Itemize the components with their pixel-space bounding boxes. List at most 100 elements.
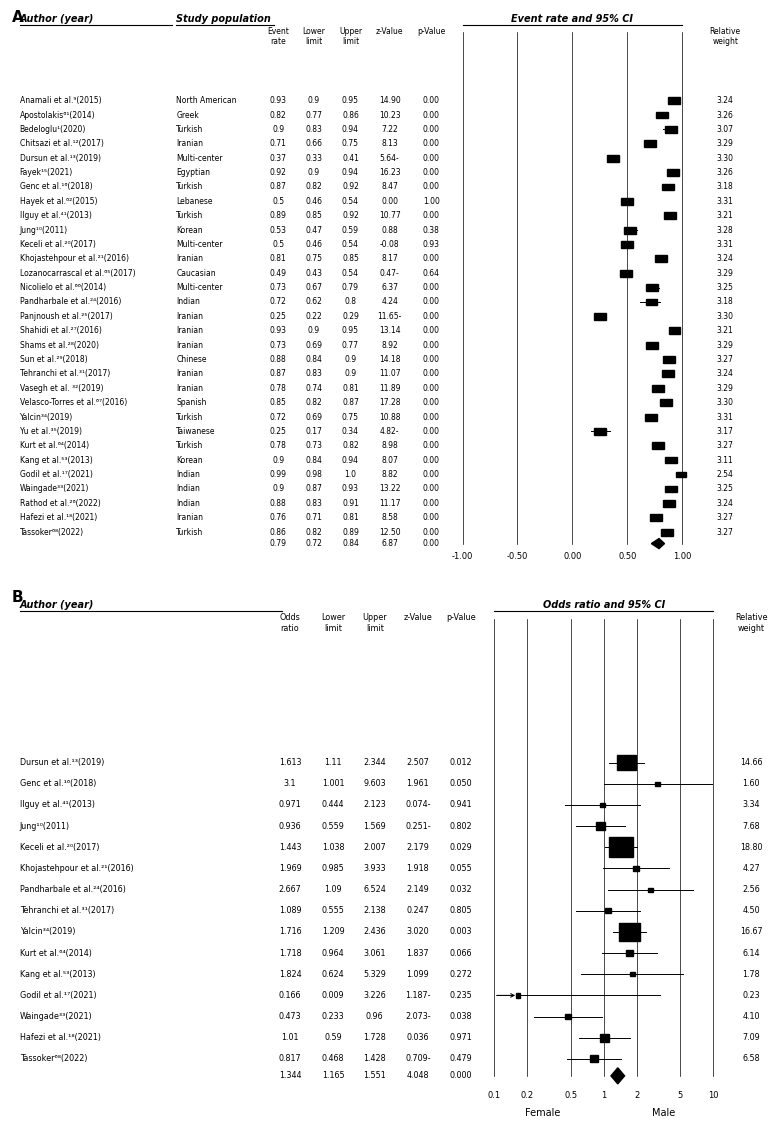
Bar	[666, 126, 677, 133]
Text: 0.83: 0.83	[305, 369, 322, 378]
Text: 3.31: 3.31	[717, 240, 734, 249]
Bar	[621, 198, 633, 205]
Text: 0.00: 0.00	[423, 539, 440, 548]
Text: 1.00: 1.00	[673, 552, 691, 561]
Text: Korean: Korean	[176, 455, 203, 465]
Text: 10: 10	[708, 1091, 719, 1100]
Text: 2.436: 2.436	[364, 928, 386, 937]
Text: 0.71: 0.71	[270, 139, 287, 148]
Text: Tehranchi et al.³¹(2017): Tehranchi et al.³¹(2017)	[20, 369, 110, 378]
Bar	[630, 972, 635, 977]
Text: 1.961: 1.961	[407, 780, 429, 789]
Text: Iranian: Iranian	[176, 369, 203, 378]
Text: 3.27: 3.27	[717, 355, 734, 364]
Text: 3.30: 3.30	[717, 312, 734, 321]
Text: Hafezi et al.¹⁸(2021): Hafezi et al.¹⁸(2021)	[20, 513, 97, 522]
Text: 0.41: 0.41	[342, 154, 359, 163]
Text: Shahidi et al.²⁷(2016): Shahidi et al.²⁷(2016)	[20, 326, 101, 335]
Bar	[621, 241, 633, 248]
Text: A: A	[12, 10, 24, 25]
Text: 13.14: 13.14	[379, 326, 401, 335]
Text: 0.82: 0.82	[305, 398, 322, 407]
Text: Indian: Indian	[176, 485, 200, 494]
Text: 8.47: 8.47	[381, 182, 398, 191]
Text: 3.26: 3.26	[717, 168, 734, 177]
Text: 0.46: 0.46	[305, 240, 322, 249]
Text: 0.055: 0.055	[449, 864, 473, 872]
Text: 0.624: 0.624	[322, 970, 344, 979]
Text: 0.74: 0.74	[305, 384, 322, 393]
Text: 0.00: 0.00	[423, 398, 440, 407]
Text: 0.00: 0.00	[423, 499, 440, 508]
Text: 3.30: 3.30	[717, 398, 734, 407]
Text: 0.00: 0.00	[423, 369, 440, 378]
Text: 2.123: 2.123	[363, 800, 387, 809]
Bar	[665, 486, 677, 493]
Text: 0.84: 0.84	[305, 455, 322, 465]
Text: 3.21: 3.21	[717, 326, 734, 335]
Text: 0.33: 0.33	[305, 154, 322, 163]
Text: 0.84: 0.84	[342, 539, 359, 548]
Text: Kang et al.⁵³(2013): Kang et al.⁵³(2013)	[20, 970, 95, 979]
Text: 6.37: 6.37	[381, 283, 398, 292]
Bar	[662, 184, 673, 190]
Text: 0.9: 0.9	[272, 485, 285, 494]
Text: 0.444: 0.444	[322, 800, 344, 809]
Text: 0.066: 0.066	[450, 948, 472, 957]
Text: 0.81: 0.81	[342, 513, 359, 522]
Text: 0.50: 0.50	[618, 552, 637, 561]
Text: Velasco-Torres et al.⁶⁷(2016): Velasco-Torres et al.⁶⁷(2016)	[20, 398, 127, 407]
Text: 0.93: 0.93	[270, 326, 287, 335]
Text: 2.007: 2.007	[363, 843, 387, 852]
Text: 0.247: 0.247	[406, 906, 430, 915]
Text: 3.26: 3.26	[717, 111, 734, 120]
Text: 0.78: 0.78	[270, 384, 287, 393]
Text: Lebanese: Lebanese	[176, 197, 213, 206]
Text: Multi-center: Multi-center	[176, 154, 223, 163]
Text: 1.165: 1.165	[322, 1072, 344, 1081]
Text: Turkish: Turkish	[176, 441, 204, 450]
Text: 1.443: 1.443	[279, 843, 301, 852]
Text: 3.17: 3.17	[717, 427, 734, 436]
Text: 16.23: 16.23	[379, 168, 401, 177]
Text: 0.805: 0.805	[450, 906, 472, 915]
Text: 0.00: 0.00	[563, 552, 582, 561]
Text: 11.65-: 11.65-	[377, 312, 402, 321]
Text: 0.82: 0.82	[305, 528, 322, 537]
Bar	[644, 140, 656, 147]
Text: Dursun et al.¹³(2019): Dursun et al.¹³(2019)	[20, 154, 100, 163]
Text: 0.54: 0.54	[342, 197, 359, 206]
Text: Khojastehpour et al.²¹(2016): Khojastehpour et al.²¹(2016)	[20, 864, 133, 872]
Text: 0.000: 0.000	[450, 1072, 472, 1081]
Text: 3.24: 3.24	[717, 96, 734, 105]
Text: 0.00: 0.00	[423, 182, 440, 191]
Text: 0.817: 0.817	[279, 1055, 301, 1064]
Text: 0.00: 0.00	[423, 254, 440, 263]
Text: 0.985: 0.985	[321, 864, 345, 872]
Text: 0.94: 0.94	[342, 455, 359, 465]
Text: 2.179: 2.179	[406, 843, 430, 852]
Bar	[656, 112, 668, 119]
Bar	[596, 823, 605, 830]
Text: Kurt et al.⁶⁴(2014): Kurt et al.⁶⁴(2014)	[20, 441, 89, 450]
Text: 0.971: 0.971	[278, 800, 302, 809]
Bar	[590, 1056, 598, 1063]
Text: Yalcin³⁴(2019): Yalcin³⁴(2019)	[20, 928, 75, 937]
Text: 7.09: 7.09	[742, 1033, 760, 1042]
Polygon shape	[611, 1067, 625, 1084]
Text: 0.64: 0.64	[423, 269, 440, 278]
Text: 0.84: 0.84	[305, 355, 322, 364]
Text: Indian: Indian	[176, 470, 200, 479]
Text: 1.60: 1.60	[742, 780, 760, 789]
Text: Turkish: Turkish	[176, 528, 204, 537]
Text: Iranian: Iranian	[176, 326, 203, 335]
Text: 0.47-: 0.47-	[379, 269, 400, 278]
Text: 0.46: 0.46	[305, 197, 322, 206]
Text: Iranian: Iranian	[176, 384, 203, 393]
Text: 0.77: 0.77	[342, 341, 359, 350]
Text: 0.00: 0.00	[423, 341, 440, 350]
Text: 0.00: 0.00	[423, 283, 440, 292]
Text: Study population: Study population	[176, 15, 271, 25]
Text: Iranian: Iranian	[176, 312, 203, 321]
Text: 0.82: 0.82	[342, 441, 359, 450]
